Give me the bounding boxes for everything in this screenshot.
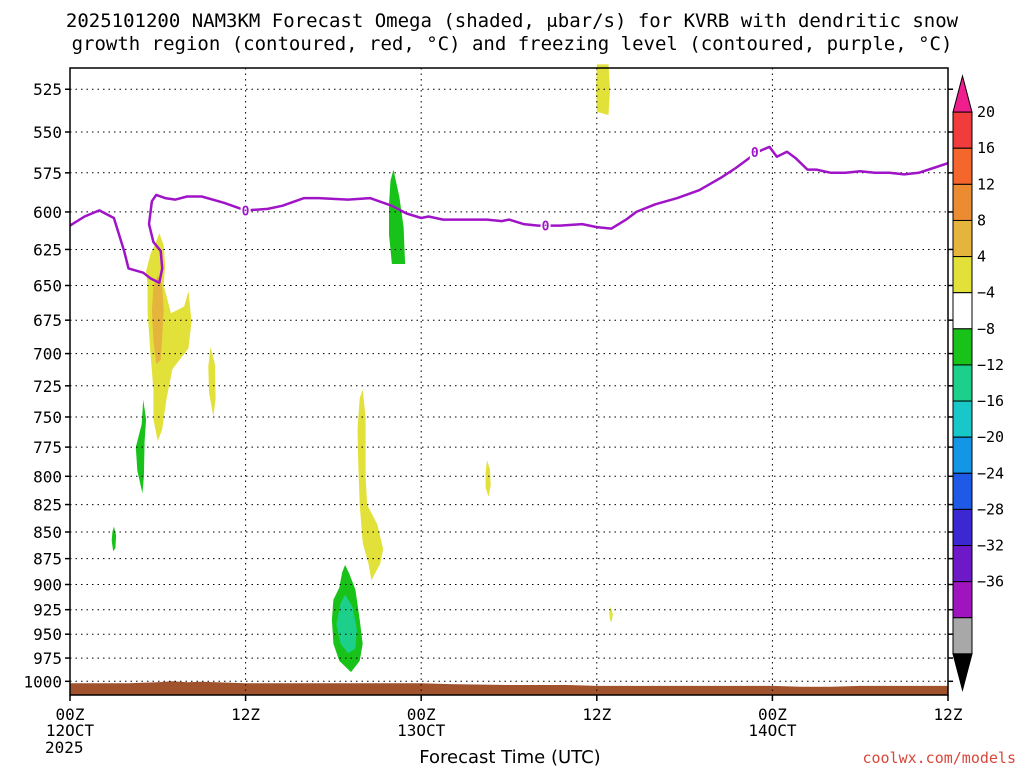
colorbar-swatch-13 [952, 545, 973, 583]
grid-layer [70, 68, 948, 695]
colorbar-swatch-8 [952, 364, 973, 402]
colorbar-label-1: 16 [977, 139, 995, 157]
colorbar-top-arrow [952, 74, 973, 113]
y-tick-label-775: 775 [33, 438, 62, 457]
x-tick-label-24: 00Z [407, 705, 436, 724]
terrain-fill [70, 681, 948, 695]
y-tick-label-725: 725 [33, 377, 62, 396]
colorbar-label-6: −8 [977, 320, 995, 338]
omega-region-0 [146, 233, 192, 442]
colorbar-label-12: −32 [977, 537, 1004, 555]
colorbar-label-4: 4 [977, 248, 986, 266]
colorbar-swatch-7 [952, 328, 973, 366]
colorbar-label-2: 12 [977, 175, 995, 193]
colorbar-swatch-4 [952, 219, 973, 258]
x-tick-label-60: 12Z [934, 705, 963, 724]
x-tick-label-48: 00Z [758, 705, 787, 724]
freezing-level-label-1: 0 [542, 220, 550, 235]
colorbar-label-5: −4 [977, 284, 995, 302]
freezing-level-label-2: 0 [751, 146, 759, 161]
colorbar-label-11: −28 [977, 500, 1004, 518]
chart-title-line-1: 2025101200 NAM3KM Forecast Omega (shaded… [65, 10, 959, 32]
y-tick-label-800: 800 [33, 467, 62, 486]
colorbar-swatch-12 [952, 508, 973, 547]
colorbar-swatch-9 [952, 400, 973, 438]
colorbar-bottom-arrow [952, 653, 973, 692]
y-tick-label-975: 975 [33, 649, 62, 668]
y-tick-label-675: 675 [33, 311, 62, 330]
omega-region-9 [485, 460, 491, 497]
y-tick-label-575: 575 [33, 164, 62, 183]
freezing-level-label-0: 0 [242, 204, 250, 219]
colorbar-swatch-2 [952, 147, 973, 185]
colorbar-swatch-11 [952, 472, 973, 510]
colorbar: 20 16 12 8 4 −4 −8 −12 −16 −20 −24 −28 −32 −36 [952, 74, 1004, 692]
colorbar-swatch-6 [952, 292, 973, 330]
x-tick-year-0: 2025 [45, 738, 84, 757]
y-tick-label-525: 525 [33, 80, 62, 99]
omega-region-10 [609, 606, 613, 623]
credit-text: coolwx.com/models [862, 749, 1016, 767]
freezing-level-layer: 0 0 0 [69, 143, 949, 284]
colorbar-label-8: −16 [977, 392, 1004, 410]
x-tick-date-0: 12OCT [46, 721, 95, 740]
omega-region-1 [151, 275, 164, 364]
plot-frame [69, 67, 949, 696]
freezing-level-line [69, 145, 949, 284]
y-tick-label-825: 825 [33, 496, 62, 515]
y-tick-label-925: 925 [33, 601, 62, 620]
x-axis-title: Forecast Time (UTC) [419, 747, 600, 768]
freezing-label-bg-2 [749, 143, 760, 160]
freezing-label-bg-1 [540, 217, 551, 234]
colorbar-label-7: −12 [977, 356, 1004, 374]
x-tick-label-12: 12Z [231, 705, 260, 724]
y-tick-label-600: 600 [33, 203, 62, 222]
freezing-label-bg-0 [240, 202, 251, 219]
chart-title-line-2: growth region (contoured, red, °C) and f… [71, 33, 953, 55]
x-tick-date-24: 13OCT [397, 721, 446, 740]
y-tick-label-625: 625 [33, 240, 62, 259]
colorbar-swatch-5 [952, 256, 973, 294]
y-tick-label-950: 950 [33, 625, 62, 644]
omega-shading-layer [111, 64, 613, 673]
colorbar-label-3: 8 [977, 211, 986, 229]
x-tick-date-48: 14OCT [748, 721, 797, 740]
colorbar-swatch-10 [952, 436, 973, 474]
y-tick-label-650: 650 [33, 276, 62, 295]
y-tick-label-700: 700 [33, 345, 62, 364]
colorbar-swatch-1 [952, 111, 973, 149]
omega-region-8 [389, 169, 406, 264]
omega-region-3 [135, 399, 147, 494]
terrain-layer [70, 681, 948, 695]
colorbar-swatch-3 [952, 183, 973, 221]
omega-region-11 [596, 64, 610, 116]
x-tick-label-0: 00Z [56, 705, 85, 724]
y-tick-label-1000: 1000 [23, 672, 62, 691]
omega-region-2 [208, 347, 216, 417]
y-tick-label-750: 750 [33, 408, 62, 427]
y-tick-label-875: 875 [33, 550, 62, 569]
colorbar-swatch-15 [952, 617, 973, 655]
x-tick-label-36: 12Z [582, 705, 611, 724]
colorbar-swatch-14 [952, 581, 973, 619]
y-tick-label-850: 850 [33, 523, 62, 542]
colorbar-label-9: −20 [977, 428, 1004, 446]
y-tick-label-550: 550 [33, 123, 62, 142]
colorbar-label-13: −36 [977, 573, 1004, 591]
y-axis-ticks: 525 550 575 600 625 650 675 700 725 750 775 800 825 8… [23, 80, 953, 691]
colorbar-label-0: 20 [977, 103, 995, 121]
omega-region-4 [111, 526, 117, 552]
colorbar-label-10: −24 [977, 464, 1004, 482]
omega-region-5 [357, 389, 384, 581]
y-tick-label-900: 900 [33, 576, 62, 595]
